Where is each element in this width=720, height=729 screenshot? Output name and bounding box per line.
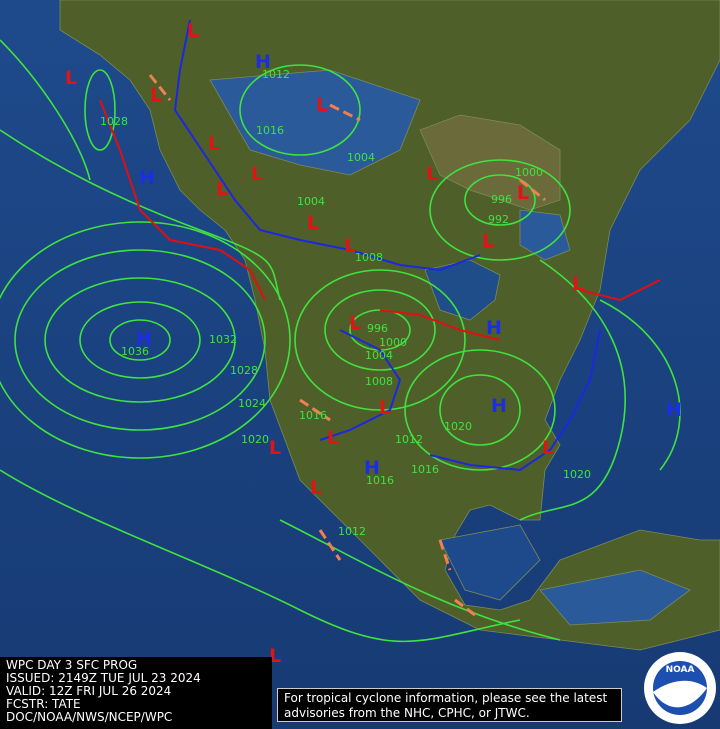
caribbean	[539, 569, 691, 626]
info-box: WPC DAY 3 SFC PROG ISSUED: 2149Z TUE JUL …	[0, 657, 272, 729]
isobar	[439, 374, 521, 446]
low-center: L	[327, 427, 339, 449]
isobar-label: 1016	[366, 474, 394, 487]
advisory-box: For tropical cyclone information, please…	[277, 688, 622, 722]
isobar-label: 1004	[347, 151, 375, 164]
isobar	[79, 301, 201, 379]
isobar	[599, 299, 681, 471]
isobar-label: 1012	[395, 433, 423, 446]
cold-front	[319, 329, 402, 441]
logo-bird	[653, 680, 707, 708]
isobar	[429, 159, 571, 261]
isobar-label: 1020	[241, 433, 269, 446]
isobar-label: 1036	[121, 345, 149, 358]
text-line: For tropical cyclone information, please…	[284, 691, 608, 705]
isobar-label: 1020	[444, 420, 472, 433]
high-center: H	[666, 399, 682, 421]
text-line: VALID: 12Z FRI JUL 26 2024	[6, 684, 172, 698]
low-center: L	[517, 182, 529, 204]
isobar-label: 1000	[515, 166, 543, 179]
text-line: ISSUED: 2149Z TUE JUL 23 2024	[6, 671, 201, 685]
isobar-label: 1000	[379, 336, 407, 349]
text-line: WPC DAY 3 SFC PROG	[6, 658, 138, 672]
text-line: advisories from the NHC, CPHC, or JTWC.	[284, 706, 530, 720]
cold-front	[173, 19, 481, 272]
isobar-label: 1024	[238, 397, 266, 410]
isobar-label: 1004	[297, 195, 325, 208]
text-line: DOC/NOAA/NWS/NCEP/WPC	[6, 710, 173, 724]
low-center: L	[65, 67, 77, 89]
low-center: L	[307, 212, 319, 234]
low-center: L	[344, 235, 356, 257]
low-center: L	[316, 94, 328, 116]
isobar-label: 1012	[262, 68, 290, 81]
warm-front	[99, 99, 266, 301]
low-center: L	[208, 133, 220, 155]
isobar	[404, 349, 556, 471]
low-center: L	[572, 273, 584, 295]
isobar	[0, 39, 91, 181]
isobar	[464, 174, 536, 226]
isobar-label: 996	[491, 193, 512, 206]
low-center: L	[349, 312, 361, 334]
isobar	[279, 519, 561, 641]
low-center: L	[216, 178, 228, 200]
low-center: L	[269, 437, 281, 459]
isobar-label: 1032	[209, 333, 237, 346]
arctic-sea	[209, 69, 421, 176]
isobar-label: 1020	[563, 468, 591, 481]
isobar	[44, 277, 236, 403]
isobar-label: 1004	[365, 349, 393, 362]
isobar	[84, 69, 116, 151]
isobar	[0, 469, 521, 643]
text-line: FCSTR: TATE	[6, 697, 81, 711]
isobar	[239, 64, 361, 156]
high-center: H	[139, 167, 155, 189]
isobar	[14, 249, 266, 431]
warm-front	[379, 309, 501, 341]
isobar-label: 1008	[365, 375, 393, 388]
high-center: H	[364, 457, 380, 479]
high-center: H	[136, 328, 152, 350]
high-center: H	[491, 395, 507, 417]
low-center: L	[187, 20, 199, 42]
gulf-of-mexico	[439, 524, 541, 601]
logo-text: NOAA	[666, 665, 695, 675]
greenland	[419, 114, 561, 211]
isobar-label: 996	[367, 322, 388, 335]
low-center: L	[251, 163, 263, 185]
isobar-label: 1028	[100, 115, 128, 128]
isobar-label: 1016	[299, 409, 327, 422]
isobar	[294, 269, 466, 411]
low-center: L	[269, 645, 281, 667]
low-center: L	[542, 437, 554, 459]
isobar-label: 1012	[338, 525, 366, 538]
isobar-label: 1016	[256, 124, 284, 137]
isobar	[0, 221, 291, 459]
hudson-bay	[424, 259, 501, 321]
isobar	[0, 129, 281, 301]
isobar	[519, 259, 626, 521]
low-center: L	[426, 163, 438, 185]
isobar-label: 1016	[411, 463, 439, 476]
low-center: L	[482, 230, 494, 252]
high-center: H	[486, 317, 502, 339]
isobar-label: 1028	[230, 364, 258, 377]
trough	[148, 74, 546, 617]
baffin	[519, 209, 571, 261]
high-center: H	[255, 51, 271, 73]
warm-front	[579, 279, 661, 302]
low-center: L	[150, 84, 162, 106]
low-center: L	[379, 397, 391, 419]
isobar-label: 992	[488, 213, 509, 226]
isobar-label: 1008	[355, 251, 383, 264]
low-center: L	[310, 477, 322, 499]
isobar	[109, 319, 171, 361]
isobar	[324, 289, 436, 371]
cold-front	[429, 329, 601, 472]
